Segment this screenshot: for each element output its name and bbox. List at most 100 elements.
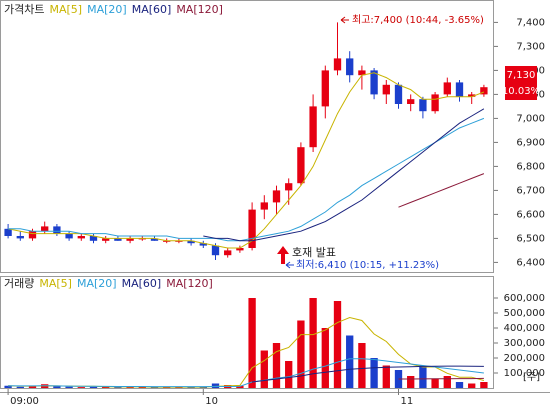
candle-body bbox=[455, 82, 464, 97]
volume-bar bbox=[455, 382, 464, 388]
candle-body bbox=[114, 238, 122, 241]
volume-bar bbox=[468, 383, 476, 388]
volume-bar bbox=[358, 343, 366, 388]
high-arrow bbox=[340, 16, 349, 24]
y-tick-label: 200,000 bbox=[504, 353, 545, 364]
legend-title: 거래량 bbox=[4, 277, 34, 290]
y-tick-label: 6,400 bbox=[516, 257, 545, 268]
legend-entry: MA[120] bbox=[176, 3, 223, 16]
volume-bar bbox=[65, 386, 73, 388]
y-tick-label: 400,000 bbox=[504, 323, 545, 334]
volume-bar bbox=[77, 387, 85, 388]
candle-body bbox=[126, 238, 134, 241]
candle-body bbox=[211, 245, 220, 256]
candle-body bbox=[370, 70, 378, 95]
y-tick-label: 7,000 bbox=[516, 113, 545, 124]
high-note: 최고:7,400 (10:44, -3.65%) bbox=[352, 14, 484, 26]
candle-body bbox=[407, 99, 415, 104]
price-pane bbox=[0, 0, 494, 273]
volume-bar bbox=[28, 386, 37, 388]
candle-body bbox=[394, 84, 403, 104]
candle-body bbox=[89, 236, 98, 241]
candle-body bbox=[248, 209, 256, 248]
candle-body bbox=[77, 236, 85, 239]
volume-bar bbox=[211, 383, 220, 388]
legend-entry: MA[20] bbox=[77, 277, 117, 290]
candle-body bbox=[431, 94, 439, 112]
volume-bar bbox=[89, 386, 98, 388]
volume-pane bbox=[0, 276, 494, 389]
volume-bar bbox=[297, 320, 305, 388]
y-tick-label: 6,900 bbox=[516, 137, 545, 148]
volume-bar bbox=[346, 335, 354, 388]
candle-body bbox=[272, 190, 281, 203]
candle-body bbox=[199, 243, 207, 246]
y-tick-label: 6,800 bbox=[516, 161, 545, 172]
candle-body bbox=[236, 248, 244, 251]
legend-entry: MA[20] bbox=[87, 3, 127, 16]
candle-body bbox=[358, 70, 366, 76]
ma-line bbox=[8, 72, 485, 249]
y-tick-label: 7,300 bbox=[516, 41, 545, 52]
candle-body bbox=[260, 202, 268, 210]
y-tick-label: 6,700 bbox=[516, 185, 545, 196]
volume-bar bbox=[382, 365, 390, 388]
candle-body bbox=[187, 240, 195, 244]
y-tick-label: 300,000 bbox=[504, 338, 545, 349]
y-tick-label: 7,400 bbox=[516, 17, 545, 28]
candle-body bbox=[65, 233, 73, 239]
volume-bar bbox=[370, 358, 378, 388]
candle-body bbox=[382, 84, 390, 95]
volume-bar bbox=[309, 298, 317, 388]
ma-line bbox=[203, 108, 485, 242]
y-tick-label: 600,000 bbox=[504, 293, 545, 304]
volume-bar bbox=[260, 350, 268, 388]
volume-bar bbox=[480, 382, 488, 388]
x-tick-label: 10 bbox=[205, 396, 218, 407]
candle-body bbox=[480, 87, 488, 95]
candle-body bbox=[309, 106, 317, 148]
y-tick-label: 6,600 bbox=[516, 209, 545, 220]
y-tick-label: 6,500 bbox=[516, 233, 545, 244]
volume-bar bbox=[53, 386, 61, 388]
candle-body bbox=[346, 58, 354, 76]
volume-bar bbox=[150, 387, 159, 388]
candle-body bbox=[28, 231, 37, 239]
volume-bar bbox=[407, 376, 415, 388]
ma-line bbox=[8, 117, 485, 242]
candle-body bbox=[41, 226, 49, 232]
volume-bar bbox=[16, 386, 24, 388]
y-tick-label: 100,000 bbox=[504, 368, 545, 379]
candle-body bbox=[224, 250, 232, 256]
volume-unit: [주] bbox=[523, 372, 540, 383]
legend-title: 가격차트 bbox=[4, 3, 44, 16]
legend-entry: MA[5] bbox=[49, 3, 82, 16]
ma-line bbox=[8, 358, 484, 388]
volume-bar bbox=[248, 298, 256, 388]
volume-bar bbox=[431, 379, 439, 388]
volume-bar bbox=[126, 387, 134, 388]
event-note: 호재 발표 bbox=[292, 246, 336, 259]
ma-line bbox=[398, 377, 484, 380]
volume-bar bbox=[419, 365, 427, 388]
candle-body bbox=[321, 70, 329, 107]
legend-entry: MA[5] bbox=[39, 277, 72, 290]
event-arrow bbox=[277, 246, 289, 264]
candle-body bbox=[4, 228, 12, 236]
candle-body bbox=[102, 238, 110, 241]
y-tick-label: 500,000 bbox=[504, 308, 545, 319]
legend-entry: MA[60] bbox=[132, 3, 172, 16]
legend-entry: MA[60] bbox=[122, 277, 162, 290]
candle-body bbox=[297, 147, 305, 184]
candle-body bbox=[16, 236, 24, 239]
low-note: 최저:6,410 (10:15, +11.23%) bbox=[296, 259, 439, 271]
candle-body bbox=[150, 238, 159, 241]
candle-body bbox=[53, 226, 61, 234]
volume-bar bbox=[443, 376, 451, 388]
candle-body bbox=[419, 99, 427, 112]
ma-line bbox=[252, 365, 484, 383]
candle-body bbox=[443, 82, 451, 95]
volume-bar bbox=[4, 385, 12, 388]
